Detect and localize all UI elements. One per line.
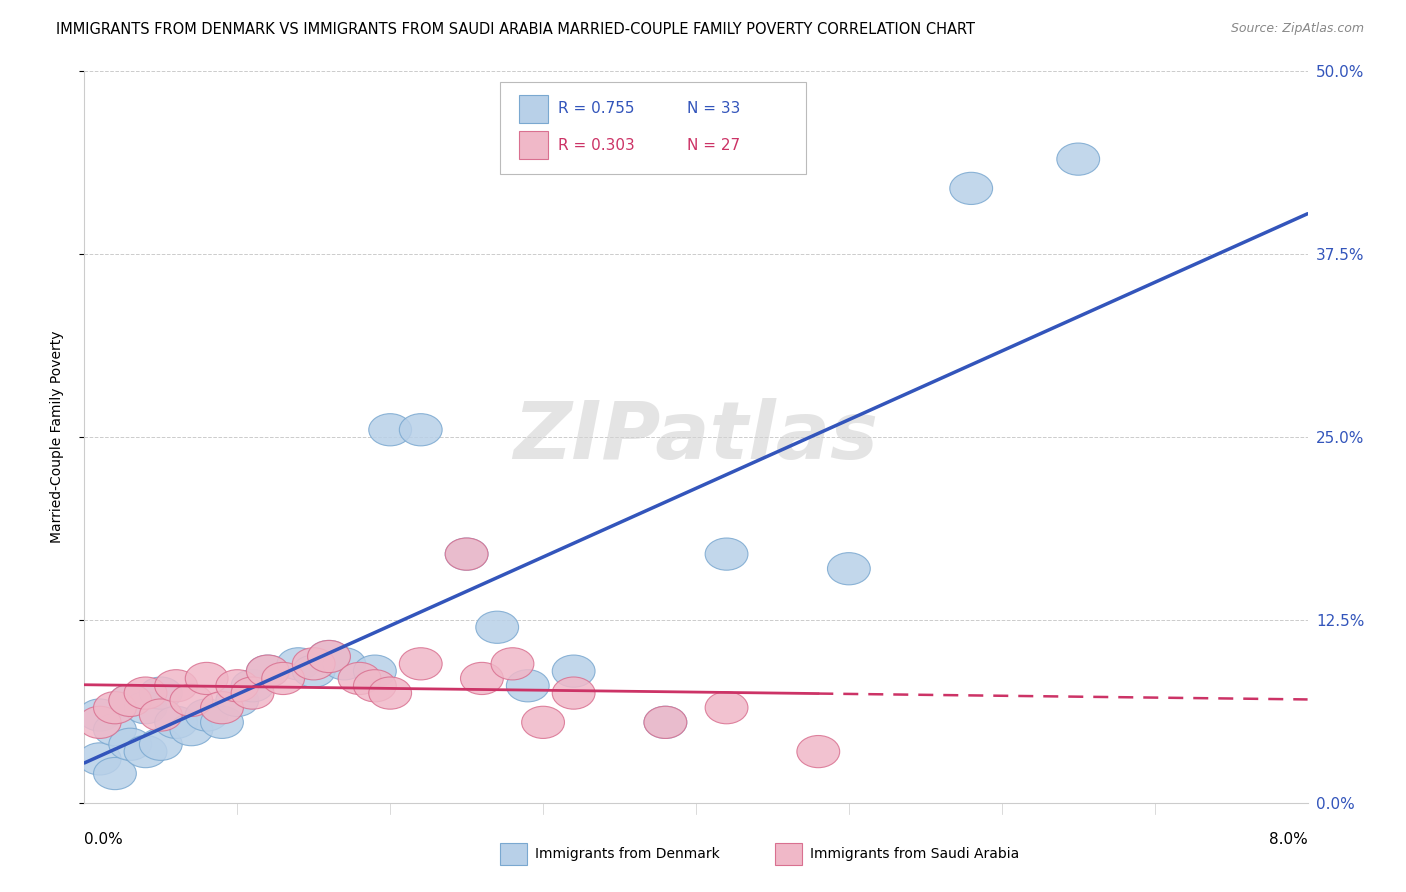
Ellipse shape <box>797 736 839 768</box>
Ellipse shape <box>94 757 136 789</box>
Ellipse shape <box>79 699 121 731</box>
Ellipse shape <box>339 663 381 695</box>
Ellipse shape <box>201 706 243 739</box>
Ellipse shape <box>139 677 183 709</box>
Ellipse shape <box>292 655 335 687</box>
Ellipse shape <box>262 663 305 695</box>
Ellipse shape <box>506 670 550 702</box>
Ellipse shape <box>399 648 441 680</box>
Text: IMMIGRANTS FROM DENMARK VS IMMIGRANTS FROM SAUDI ARABIA MARRIED-COUPLE FAMILY PO: IMMIGRANTS FROM DENMARK VS IMMIGRANTS FR… <box>56 22 976 37</box>
Ellipse shape <box>353 655 396 687</box>
Text: Immigrants from Denmark: Immigrants from Denmark <box>534 847 720 861</box>
Ellipse shape <box>246 655 290 687</box>
Ellipse shape <box>706 538 748 570</box>
Ellipse shape <box>368 677 412 709</box>
Ellipse shape <box>308 640 350 673</box>
Ellipse shape <box>217 684 259 716</box>
Ellipse shape <box>201 691 243 723</box>
Ellipse shape <box>399 414 441 446</box>
Ellipse shape <box>475 611 519 643</box>
Ellipse shape <box>446 538 488 570</box>
Ellipse shape <box>79 743 121 775</box>
FancyBboxPatch shape <box>519 131 548 159</box>
Text: 8.0%: 8.0% <box>1268 832 1308 847</box>
Ellipse shape <box>108 684 152 716</box>
Ellipse shape <box>553 655 595 687</box>
Ellipse shape <box>124 691 167 723</box>
Text: N = 27: N = 27 <box>688 137 741 153</box>
Text: ZIPatlas: ZIPatlas <box>513 398 879 476</box>
Ellipse shape <box>170 714 212 746</box>
Ellipse shape <box>553 677 595 709</box>
Ellipse shape <box>231 670 274 702</box>
Ellipse shape <box>368 414 412 446</box>
Ellipse shape <box>139 699 183 731</box>
Text: R = 0.755: R = 0.755 <box>558 101 634 116</box>
Ellipse shape <box>108 728 152 760</box>
Ellipse shape <box>124 677 167 709</box>
Ellipse shape <box>155 706 197 739</box>
Ellipse shape <box>950 172 993 204</box>
Text: Immigrants from Saudi Arabia: Immigrants from Saudi Arabia <box>810 847 1019 861</box>
Ellipse shape <box>170 684 212 716</box>
Ellipse shape <box>1057 143 1099 175</box>
Ellipse shape <box>94 691 136 723</box>
FancyBboxPatch shape <box>501 843 527 865</box>
Ellipse shape <box>446 538 488 570</box>
Ellipse shape <box>828 553 870 585</box>
Ellipse shape <box>706 691 748 723</box>
Ellipse shape <box>522 706 564 739</box>
Text: N = 33: N = 33 <box>688 101 741 116</box>
Ellipse shape <box>461 663 503 695</box>
Text: 0.0%: 0.0% <box>84 832 124 847</box>
Ellipse shape <box>644 706 686 739</box>
Ellipse shape <box>353 670 396 702</box>
Ellipse shape <box>491 648 534 680</box>
Ellipse shape <box>246 655 290 687</box>
Ellipse shape <box>139 728 183 760</box>
Text: Source: ZipAtlas.com: Source: ZipAtlas.com <box>1230 22 1364 36</box>
Ellipse shape <box>124 736 167 768</box>
Ellipse shape <box>277 648 319 680</box>
Ellipse shape <box>217 670 259 702</box>
Ellipse shape <box>323 648 366 680</box>
Ellipse shape <box>231 677 274 709</box>
Y-axis label: Married-Couple Family Poverty: Married-Couple Family Poverty <box>49 331 63 543</box>
FancyBboxPatch shape <box>776 843 803 865</box>
Ellipse shape <box>292 648 335 680</box>
FancyBboxPatch shape <box>519 95 548 122</box>
Ellipse shape <box>94 714 136 746</box>
Ellipse shape <box>79 706 121 739</box>
Ellipse shape <box>155 670 197 702</box>
Ellipse shape <box>186 699 228 731</box>
Ellipse shape <box>186 663 228 695</box>
FancyBboxPatch shape <box>501 82 806 174</box>
Ellipse shape <box>108 684 152 716</box>
Text: R = 0.303: R = 0.303 <box>558 137 634 153</box>
Ellipse shape <box>644 706 686 739</box>
Ellipse shape <box>308 640 350 673</box>
